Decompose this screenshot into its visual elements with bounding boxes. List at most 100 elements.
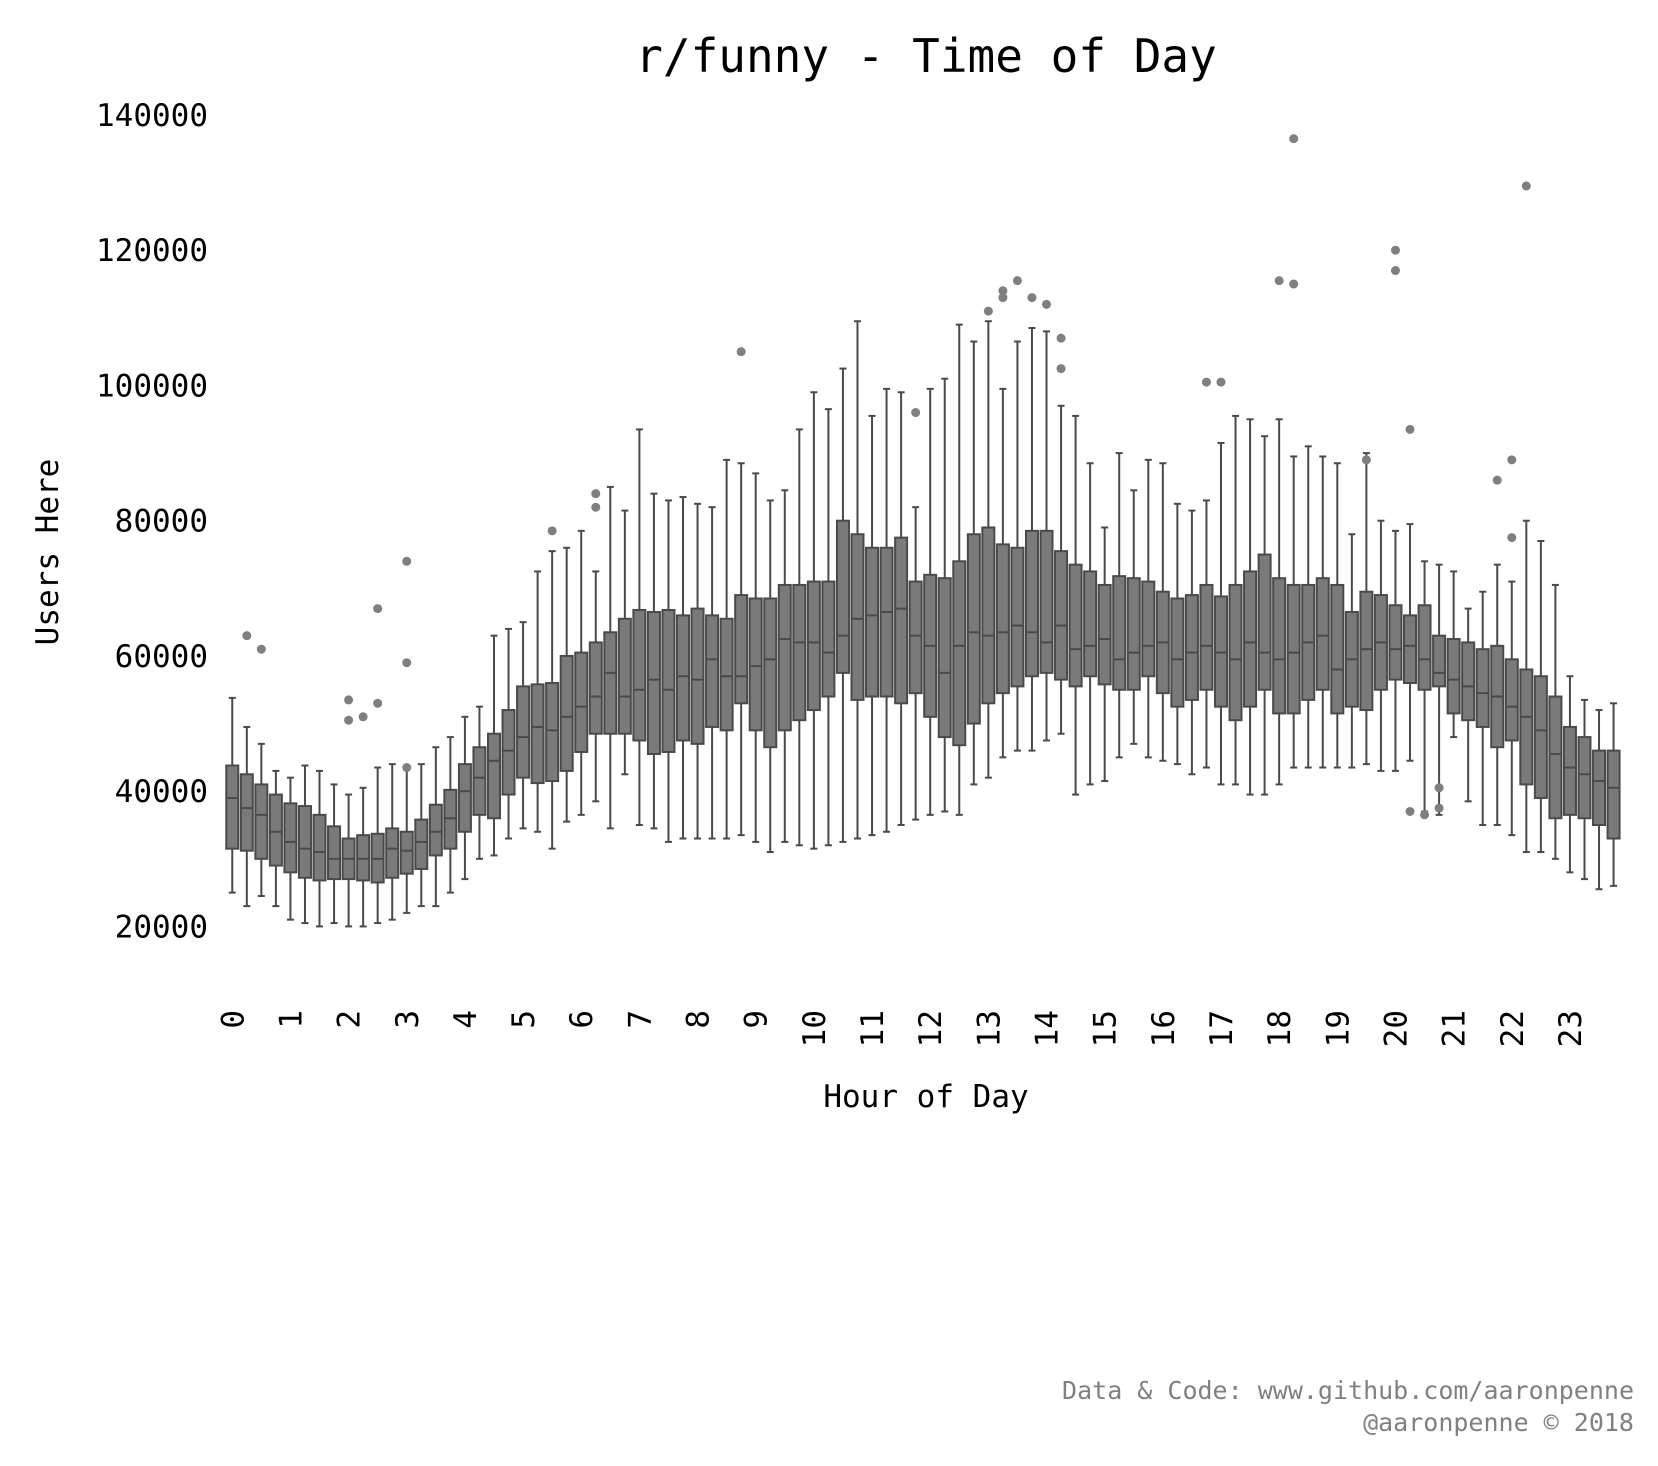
outlier-point xyxy=(1289,134,1299,144)
footer-source-credit: Data & Code: www.github.com/aaronpenne xyxy=(1062,1376,1634,1405)
box-body xyxy=(1126,577,1141,691)
box-body xyxy=(457,763,472,833)
box-body xyxy=(1461,641,1476,722)
box-body xyxy=(1199,583,1214,691)
x-tick-label: 17 xyxy=(1204,1010,1240,1047)
box-body xyxy=(1039,529,1054,674)
y-tick-label: 120000 xyxy=(96,233,208,269)
box-body xyxy=(1577,736,1592,820)
x-tick-label: 10 xyxy=(797,1010,833,1047)
outlier-point xyxy=(1390,266,1400,276)
outlier-point xyxy=(402,556,412,566)
outlier-point xyxy=(1042,299,1052,309)
box xyxy=(1054,404,1069,735)
box-body xyxy=(661,608,676,753)
box xyxy=(1184,509,1199,776)
box xyxy=(952,323,967,816)
box-body xyxy=(1330,583,1345,715)
box-body xyxy=(806,580,821,712)
box-body xyxy=(865,546,880,698)
outlier-point xyxy=(591,502,601,512)
box-body xyxy=(1243,570,1258,708)
box-body xyxy=(545,682,560,783)
outlier-point xyxy=(1405,806,1415,816)
box xyxy=(1097,526,1112,783)
x-axis-ticks: 0 1 2 3 4 5 6 7 8 9 10 11 12 13 14 15 16 17 18 19 20 21 22 23 xyxy=(215,1010,1589,1047)
box-body xyxy=(835,519,850,674)
box-body xyxy=(385,827,400,879)
x-tick-label: 13 xyxy=(971,1010,1007,1047)
outlier-point xyxy=(1361,455,1371,465)
box-body xyxy=(1475,648,1490,728)
box xyxy=(1257,435,1272,796)
outlier-point xyxy=(1012,276,1022,286)
box xyxy=(1199,499,1214,769)
outlier-point xyxy=(1056,333,1066,343)
box-body xyxy=(414,818,429,870)
box-body xyxy=(327,825,342,881)
box-body xyxy=(1446,638,1461,715)
box xyxy=(472,705,487,860)
box xyxy=(1490,563,1505,826)
box-body xyxy=(705,614,720,728)
box xyxy=(1126,489,1141,745)
box xyxy=(966,340,981,786)
box xyxy=(1330,462,1345,769)
box-body xyxy=(356,834,371,882)
box-body xyxy=(603,631,618,735)
box xyxy=(559,546,574,823)
outlier-points xyxy=(242,134,1531,820)
y-tick-label: 20000 xyxy=(115,909,208,945)
box xyxy=(1446,570,1461,739)
y-tick-label: 40000 xyxy=(115,774,208,810)
x-tick-label: 5 xyxy=(506,1010,542,1029)
box-body xyxy=(1315,577,1330,691)
outlier-point xyxy=(1507,533,1517,543)
box xyxy=(603,485,618,830)
box xyxy=(1519,519,1534,854)
box xyxy=(879,387,894,833)
box xyxy=(1592,709,1607,891)
box xyxy=(428,746,443,908)
x-tick-label: 19 xyxy=(1320,1010,1356,1047)
outlier-point xyxy=(1420,810,1430,820)
y-tick-label: 140000 xyxy=(96,98,208,134)
box xyxy=(908,506,923,821)
chart-title: r/funny - Time of Day xyxy=(635,29,1217,83)
box-body xyxy=(472,746,487,816)
box xyxy=(297,764,312,925)
outlier-point xyxy=(402,763,412,773)
box xyxy=(486,634,501,857)
box-body xyxy=(254,783,269,860)
outlier-point xyxy=(1274,276,1284,286)
box-body xyxy=(1504,658,1519,742)
box-body xyxy=(1068,563,1083,688)
box xyxy=(632,428,647,826)
outlier-point xyxy=(547,526,557,536)
box xyxy=(763,499,778,854)
box-body xyxy=(1054,550,1069,681)
box xyxy=(341,793,356,928)
box-body xyxy=(952,560,967,747)
x-tick-label: 20 xyxy=(1378,1010,1414,1047)
box-body xyxy=(530,683,545,785)
box-body xyxy=(719,617,734,732)
box xyxy=(414,763,429,908)
box-body xyxy=(792,583,807,722)
box xyxy=(457,715,472,881)
outlier-point xyxy=(736,347,746,357)
outlier-point xyxy=(358,712,368,722)
box xyxy=(327,783,342,925)
y-tick-label: 60000 xyxy=(115,639,208,675)
x-tick-label: 1 xyxy=(273,1010,309,1029)
box xyxy=(530,570,545,833)
box-body xyxy=(894,536,909,705)
box-body xyxy=(995,543,1010,695)
box xyxy=(865,414,880,837)
box xyxy=(239,725,254,908)
box-body xyxy=(937,577,952,739)
box-body xyxy=(1228,583,1243,722)
x-tick-label: 11 xyxy=(855,1010,891,1047)
box-body xyxy=(777,583,792,732)
box xyxy=(821,408,836,847)
